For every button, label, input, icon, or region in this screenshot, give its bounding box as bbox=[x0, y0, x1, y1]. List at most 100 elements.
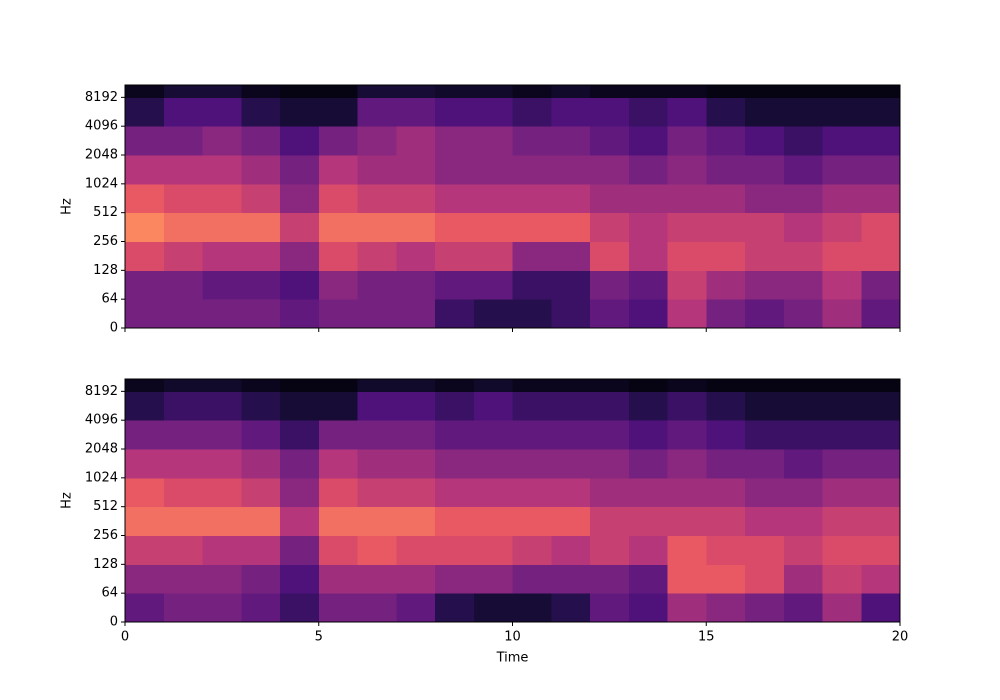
spectrogram-cell bbox=[706, 506, 746, 537]
spectrogram-cell bbox=[396, 183, 436, 214]
spectrogram-cell bbox=[783, 97, 823, 127]
spectrogram-cell bbox=[745, 564, 785, 594]
spectrogram-cell bbox=[706, 477, 746, 508]
spectrogram-cell bbox=[163, 155, 203, 185]
spectrogram-cell bbox=[706, 593, 746, 623]
spectrogram-cell bbox=[396, 535, 436, 565]
spectrogram-cell bbox=[125, 420, 165, 450]
spectrogram-cell bbox=[512, 379, 552, 392]
spectrogram-cell bbox=[318, 506, 358, 537]
spectrogram-cell bbox=[357, 449, 397, 479]
spectrogram-cell bbox=[590, 477, 630, 508]
spectrogram-cell bbox=[202, 593, 242, 623]
spectrogram-cell bbox=[163, 126, 203, 156]
spectrogram-cell bbox=[435, 593, 475, 623]
spectrogram-cell bbox=[202, 379, 242, 392]
spectrogram-cell bbox=[590, 535, 630, 565]
spectrogram-cell bbox=[822, 449, 862, 479]
spectrogram-cell bbox=[590, 126, 630, 156]
spectrogram-cell bbox=[396, 593, 436, 623]
spectrogram-cell bbox=[357, 535, 397, 565]
spectrogram-cell bbox=[551, 126, 591, 156]
spectrogram-cell bbox=[667, 155, 707, 185]
spectrogram-cell bbox=[551, 593, 591, 623]
spectrogram-cell bbox=[861, 155, 901, 185]
spectrogram-cell bbox=[551, 270, 591, 300]
spectrogram-cell bbox=[745, 593, 785, 623]
spectrogram-cell bbox=[783, 85, 823, 98]
spectrogram-cell bbox=[318, 241, 358, 271]
spectrogram-cell bbox=[628, 241, 668, 271]
spectrogram-cell bbox=[783, 593, 823, 623]
spectrogram-cell bbox=[783, 449, 823, 479]
spectrogram-cell bbox=[822, 241, 862, 271]
spectrogram-cell bbox=[357, 379, 397, 392]
spectrogram-cell bbox=[512, 126, 552, 156]
spectrogram-cell bbox=[318, 155, 358, 185]
spectrogram-cell bbox=[280, 379, 320, 392]
spectrogram-cell bbox=[357, 477, 397, 508]
spectrogram-cell bbox=[473, 126, 513, 156]
spectrogram-cell bbox=[318, 420, 358, 450]
spectrogram-cell bbox=[125, 391, 165, 421]
spectrogram-cell bbox=[861, 270, 901, 300]
spectrogram-cell bbox=[473, 593, 513, 623]
spectrogram-cell bbox=[318, 477, 358, 508]
spectrogram-cell bbox=[822, 420, 862, 450]
spectrogram-cell bbox=[280, 593, 320, 623]
spectrogram-cell bbox=[202, 420, 242, 450]
spectrogram-cell bbox=[551, 241, 591, 271]
spectrogram-cell bbox=[706, 391, 746, 421]
spectrogram-cell bbox=[241, 477, 281, 508]
spectrogram-cell bbox=[318, 85, 358, 98]
spectrogram-cell bbox=[280, 126, 320, 156]
spectrogram-cell bbox=[280, 535, 320, 565]
spectrogram-cell bbox=[357, 85, 397, 98]
spectrogram-cell bbox=[512, 506, 552, 537]
spectrogram-cell bbox=[783, 126, 823, 156]
spectrogram-cell bbox=[280, 506, 320, 537]
spectrogram-cell bbox=[473, 212, 513, 243]
spectrogram-cell bbox=[202, 97, 242, 127]
spectrogram-cell bbox=[241, 506, 281, 537]
spectrogram-cell bbox=[861, 126, 901, 156]
spectrogram-cell bbox=[125, 126, 165, 156]
spectrogram-cell bbox=[435, 126, 475, 156]
axes: 0 64 128 256 512 1024 2048 4096 8192 Hz bbox=[60, 84, 901, 336]
spectrogram-cell bbox=[357, 506, 397, 537]
spectrogram-cell bbox=[163, 270, 203, 300]
spectrogram-cell bbox=[396, 270, 436, 300]
spectrogram-cell bbox=[783, 183, 823, 214]
spectrogram-cell bbox=[861, 183, 901, 214]
spectrogram-cell bbox=[163, 593, 203, 623]
y-tick-label: 64 bbox=[101, 292, 118, 307]
spectrogram-cell bbox=[783, 379, 823, 392]
spectrogram-cell bbox=[396, 85, 436, 98]
spectrogram-cell bbox=[590, 97, 630, 127]
spectrogram-cell bbox=[241, 593, 281, 623]
spectrogram-cell bbox=[241, 212, 281, 243]
spectrogram-cell bbox=[745, 97, 785, 127]
spectrogram-cell bbox=[280, 85, 320, 98]
spectrogram-cell bbox=[706, 212, 746, 243]
spectrogram-cell bbox=[202, 535, 242, 565]
spectrogram-cell bbox=[473, 97, 513, 127]
spectrogram-cell bbox=[396, 212, 436, 243]
y-axis-label: Hz bbox=[60, 492, 75, 509]
x-tick-label: 0 bbox=[121, 630, 129, 645]
spectrogram-cell bbox=[163, 212, 203, 243]
spectrogram-cell bbox=[280, 564, 320, 594]
spectrogram-cell bbox=[435, 183, 475, 214]
spectrogram-cell bbox=[202, 391, 242, 421]
y-tick-label: 2048 bbox=[85, 148, 118, 163]
x-tick-label: 15 bbox=[698, 630, 715, 645]
spectrogram-cell bbox=[590, 183, 630, 214]
spectrogram-cell bbox=[667, 299, 707, 329]
spectrogram-cell bbox=[590, 506, 630, 537]
spectrogram-cell bbox=[745, 535, 785, 565]
spectrogram-cell bbox=[163, 564, 203, 594]
spectrogram-cell bbox=[435, 391, 475, 421]
spectrogram-cell bbox=[473, 85, 513, 98]
spectrogram-cell bbox=[125, 506, 165, 537]
spectrogram-cell bbox=[628, 391, 668, 421]
